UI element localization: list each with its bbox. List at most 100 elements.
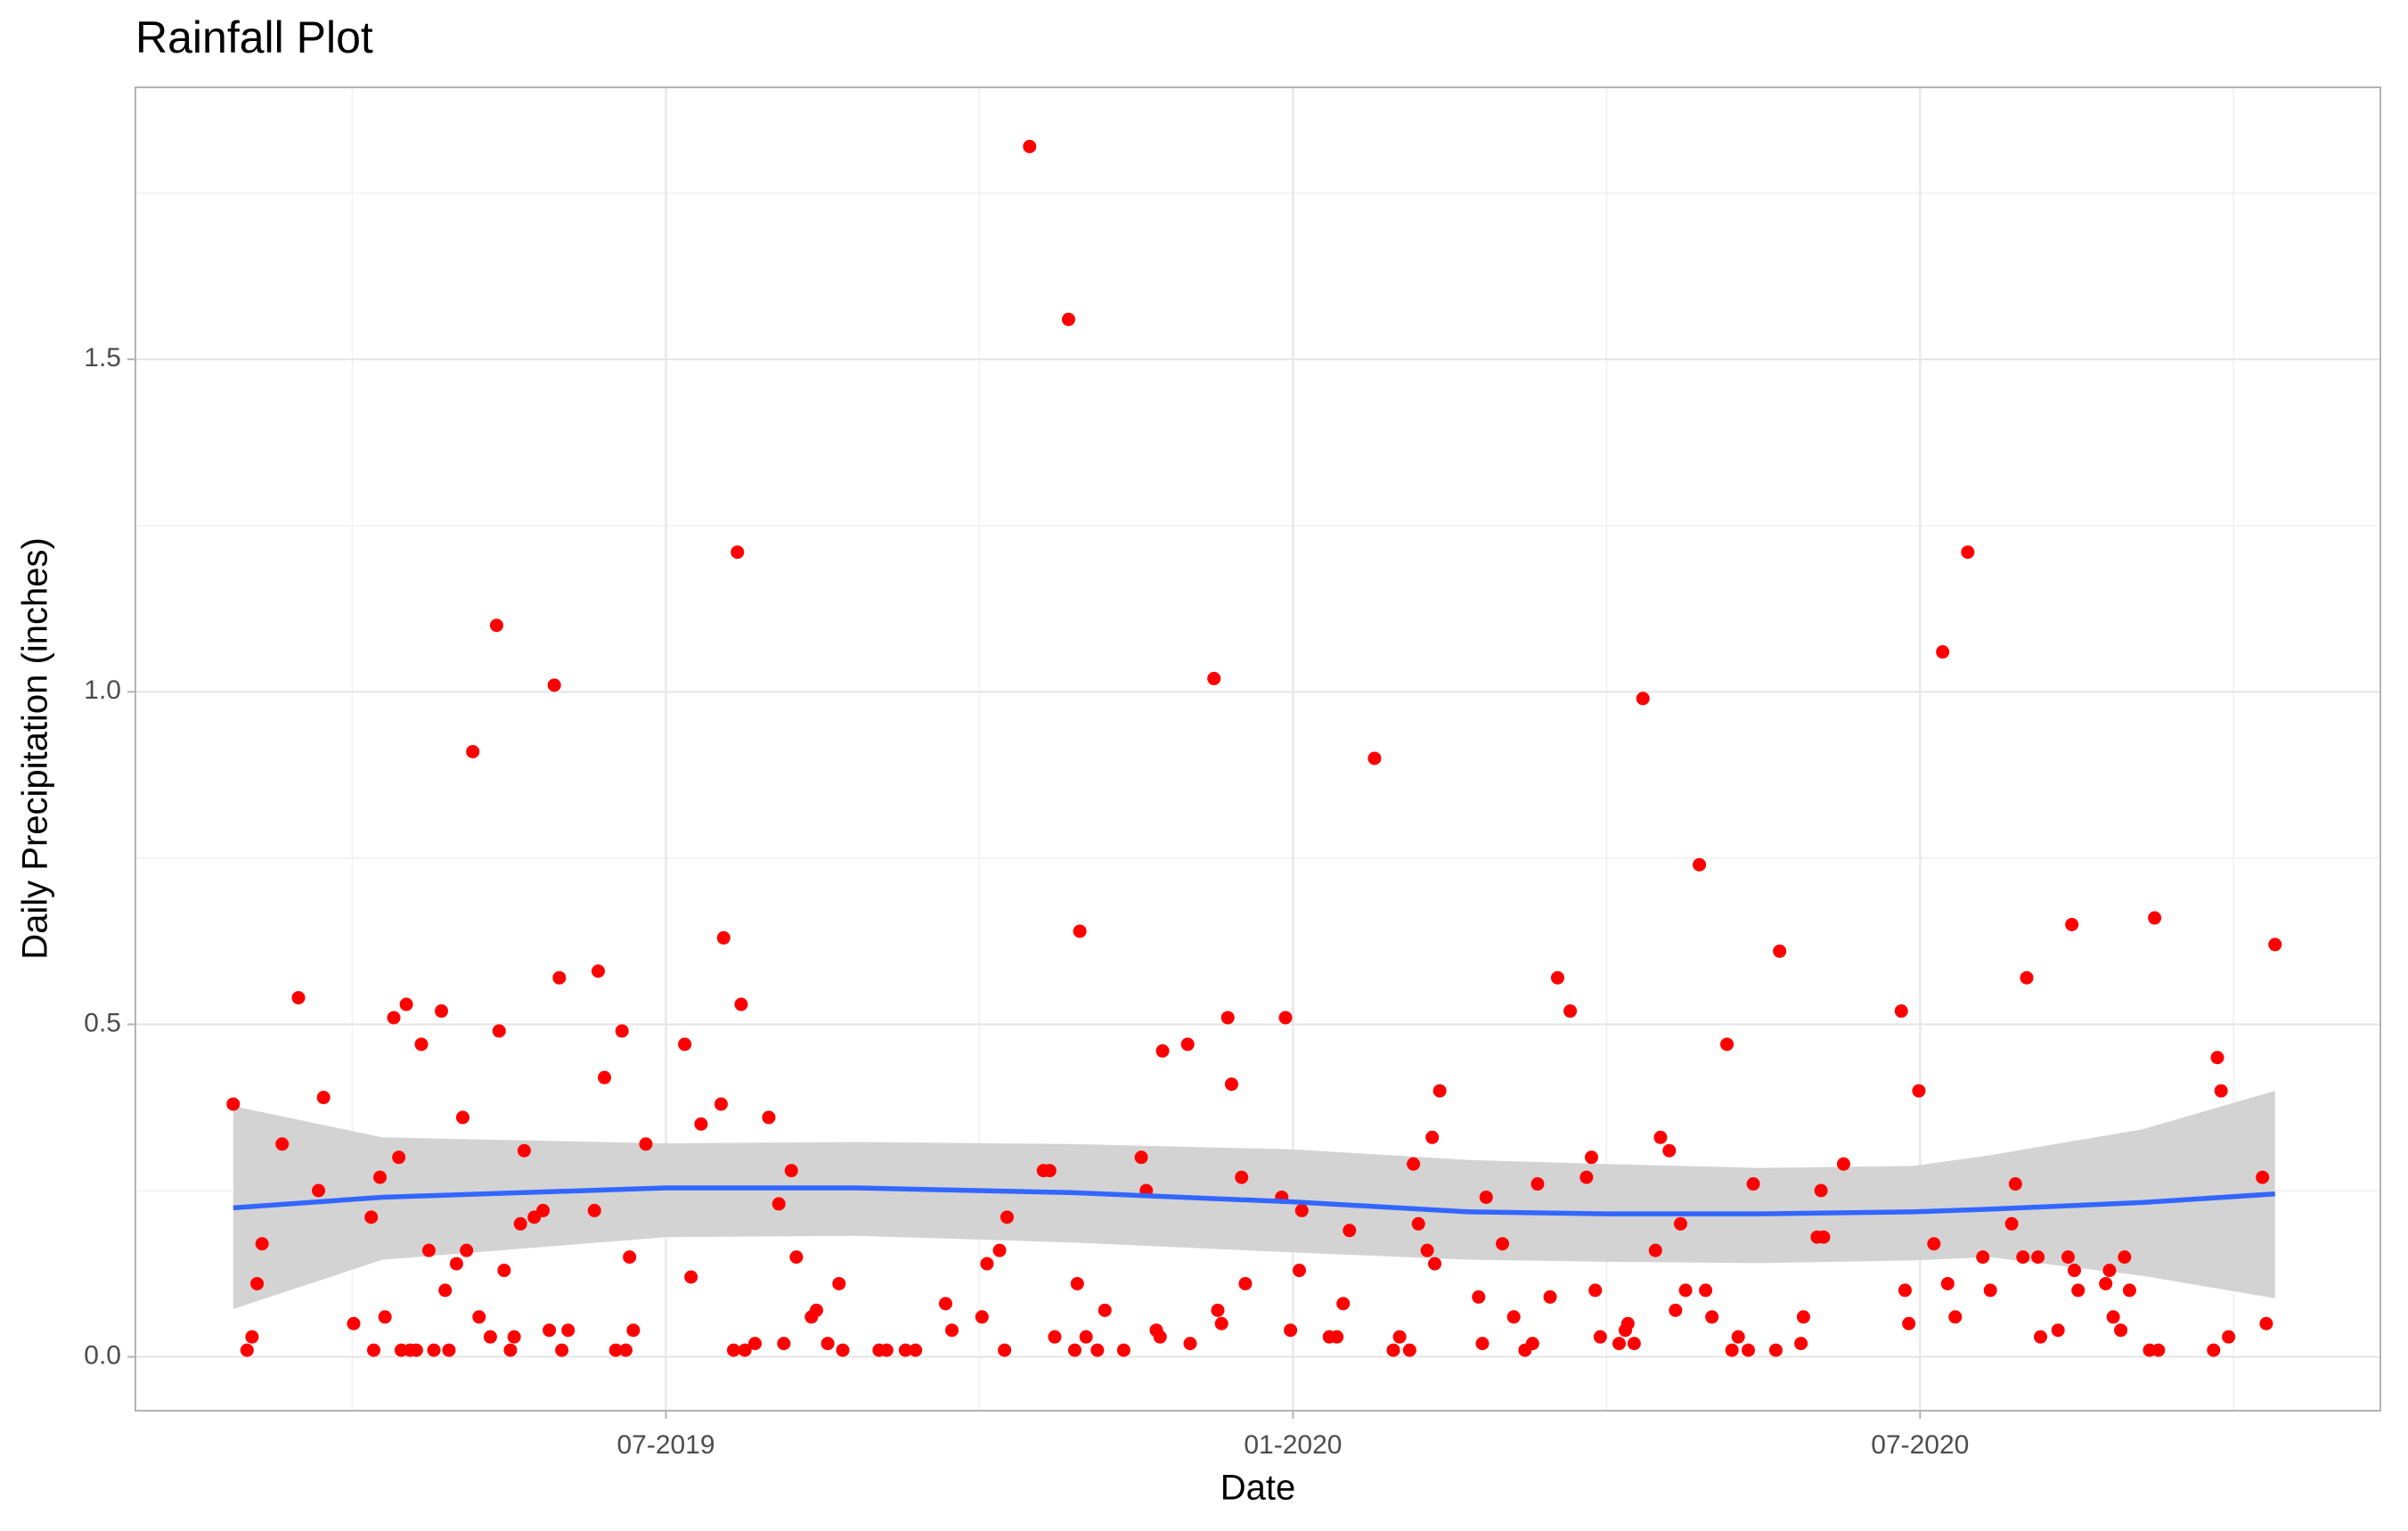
data-point	[1720, 1037, 1735, 1052]
data-point	[1543, 1289, 1557, 1304]
data-point	[226, 1097, 241, 1111]
data-point	[1207, 671, 1221, 685]
data-point	[731, 545, 745, 560]
data-point	[1479, 1190, 1493, 1204]
data-point	[1773, 944, 1787, 958]
data-point	[587, 1203, 601, 1217]
x-axis-title: Date	[1220, 1469, 1296, 1508]
data-point	[820, 1337, 835, 1351]
data-point	[1579, 1170, 1594, 1184]
data-point	[771, 1197, 786, 1211]
data-point	[1902, 1316, 1916, 1330]
data-point	[366, 1343, 380, 1357]
data-point	[1725, 1343, 1739, 1357]
data-point	[1183, 1337, 1197, 1351]
data-point	[435, 1004, 449, 1019]
data-point	[1894, 1004, 1908, 1019]
y-tick-label: 0.0	[84, 1340, 121, 1370]
data-point	[414, 1037, 429, 1052]
data-point	[1214, 1316, 1228, 1330]
data-point	[1673, 1216, 1687, 1231]
data-point	[1612, 1337, 1626, 1351]
data-point	[364, 1210, 379, 1224]
data-point	[547, 678, 561, 692]
data-point	[1927, 1237, 1941, 1251]
y-tick-label: 0.5	[84, 1008, 121, 1037]
data-point	[275, 1137, 290, 1151]
data-point	[1768, 1343, 1783, 1357]
data-point	[898, 1343, 912, 1357]
data-point	[2148, 911, 2162, 925]
data-point	[714, 1097, 728, 1111]
data-point	[250, 1276, 265, 1290]
data-point	[460, 1243, 474, 1257]
data-point	[503, 1343, 518, 1357]
data-point	[598, 1070, 612, 1085]
data-point	[1211, 1303, 1225, 1317]
data-point	[1741, 1343, 1755, 1357]
data-point	[2033, 1330, 2047, 1344]
data-point	[1936, 645, 1950, 659]
data-point	[1116, 1343, 1131, 1357]
data-point	[1746, 1177, 1760, 1191]
data-point	[591, 964, 605, 978]
data-point	[716, 930, 731, 945]
data-point	[2214, 1084, 2228, 1098]
data-point	[2114, 1323, 2128, 1338]
data-point	[909, 1343, 923, 1357]
data-point	[2008, 1177, 2022, 1191]
data-point	[734, 997, 748, 1011]
data-point	[555, 1343, 569, 1357]
data-point	[378, 1310, 392, 1324]
data-point	[1584, 1150, 1598, 1165]
data-point	[738, 1343, 752, 1357]
data-point	[2051, 1323, 2065, 1338]
data-point	[1531, 1177, 1545, 1191]
data-point	[536, 1203, 551, 1217]
data-point	[832, 1276, 846, 1290]
data-point	[1816, 1230, 1831, 1244]
data-point	[421, 1243, 436, 1257]
data-point	[678, 1037, 692, 1052]
chart-title: Rainfall Plot	[135, 12, 373, 62]
data-point	[427, 1343, 441, 1357]
data-point	[1278, 1011, 1293, 1025]
data-point	[992, 1243, 1007, 1257]
data-point	[615, 1024, 629, 1038]
data-point	[291, 991, 306, 1005]
data-point	[836, 1343, 850, 1357]
data-point	[2099, 1276, 2113, 1290]
data-point	[1693, 857, 1707, 872]
data-point	[2067, 1264, 2081, 1278]
data-point	[455, 1110, 469, 1125]
data-point	[240, 1343, 254, 1357]
data-point	[543, 1323, 557, 1338]
data-point	[409, 1343, 423, 1357]
data-point	[1948, 1310, 1963, 1324]
data-point	[312, 1183, 326, 1198]
data-point	[2210, 1051, 2224, 1065]
data-point	[762, 1110, 776, 1125]
data-point	[1392, 1330, 1407, 1344]
data-point	[255, 1237, 269, 1251]
data-point	[2102, 1264, 2117, 1278]
data-point	[1048, 1330, 1062, 1344]
data-point	[639, 1137, 653, 1151]
data-point	[387, 1011, 401, 1025]
y-tick-label: 1.0	[84, 675, 121, 705]
data-point	[2122, 1283, 2136, 1298]
data-point	[2222, 1330, 2236, 1344]
data-point	[1079, 1330, 1093, 1344]
data-point	[1627, 1337, 1641, 1351]
data-point	[1224, 1077, 1238, 1092]
data-point	[497, 1264, 511, 1278]
data-point	[1669, 1303, 1683, 1317]
data-point	[1420, 1243, 1434, 1257]
data-point	[2031, 1250, 2045, 1265]
data-point	[347, 1316, 361, 1330]
data-point	[1550, 970, 1564, 985]
data-point	[2065, 918, 2079, 932]
data-point	[1042, 1164, 1057, 1178]
data-point	[1343, 1224, 1357, 1238]
